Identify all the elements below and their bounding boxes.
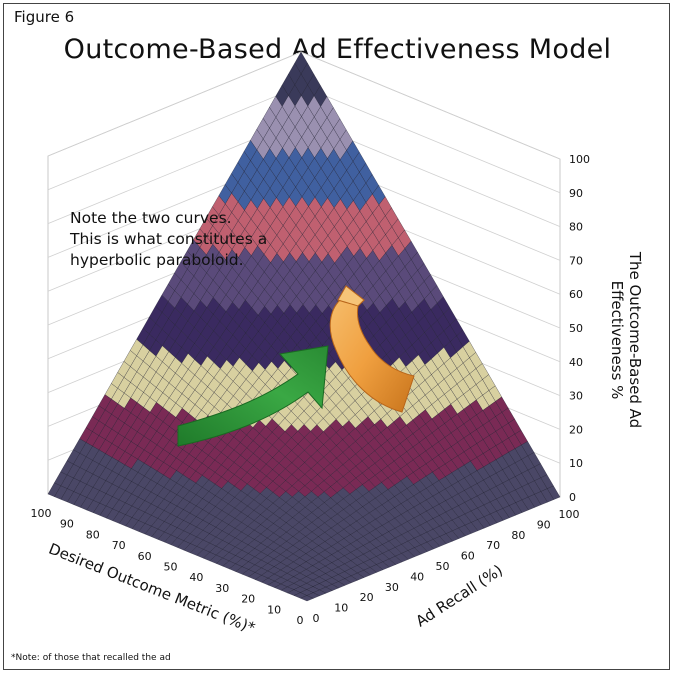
note-line: hyperbolic paraboloid.	[70, 251, 244, 269]
z-tick-label: 0	[569, 491, 576, 504]
y-tick-label: 0	[313, 612, 320, 625]
z-tick-label: 20	[569, 423, 583, 436]
x-tick-label: 100	[31, 507, 52, 520]
green-arrow-icon	[177, 345, 329, 447]
x-tick-label: 30	[215, 582, 229, 595]
x-tick-label: 60	[138, 550, 152, 563]
y-tick-label: 50	[436, 560, 450, 573]
y-axis-ticks: 0 10 20 30 40 50 60 70 80 90 100	[313, 508, 580, 625]
x-tick-label: 40	[189, 571, 203, 584]
curve-arrows	[177, 285, 415, 447]
note-line: Note the two curves.	[70, 209, 232, 227]
y-tick-label: 40	[410, 570, 424, 583]
x-axis-ticks: 0 10 20 30 40 50 60 70 80 90 100	[31, 507, 304, 627]
y-tick-label: 60	[461, 550, 475, 563]
z-tick-label: 50	[569, 322, 583, 335]
y-tick-label: 70	[486, 539, 500, 552]
y-tick-label: 80	[511, 529, 525, 542]
z-tick-label: 80	[569, 221, 583, 234]
z-tick-label: 60	[569, 288, 583, 301]
y-tick-label: 10	[334, 602, 348, 615]
z-tick-label: 100	[569, 153, 590, 166]
figure-frame	[3, 3, 670, 670]
x-tick-label: 90	[60, 518, 74, 531]
y-tick-label: 90	[537, 518, 551, 531]
footnote: *Note: of those that recalled the ad	[11, 653, 171, 663]
figure-label: Figure 6	[14, 8, 75, 26]
x-tick-label: 0	[297, 614, 304, 627]
x-tick-label: 10	[267, 603, 281, 616]
x-tick-label: 80	[86, 528, 100, 541]
z-tick-label: 90	[569, 187, 583, 200]
orange-arrow-icon	[329, 285, 415, 413]
y-axis-title: Ad Recall (%)	[413, 561, 506, 630]
chart-title: Outcome-Based Ad Effectiveness Model	[63, 34, 612, 65]
surface-mesh	[47, 51, 561, 602]
x-tick-label: 20	[241, 593, 255, 606]
z-tick-label: 10	[569, 457, 583, 470]
z-axis-title-line-2: Effectiveness %	[608, 281, 626, 400]
z-tick-label: 30	[569, 390, 583, 403]
surface-cell	[300, 595, 314, 602]
x-tick-label: 50	[164, 561, 178, 574]
y-tick-label: 100	[559, 508, 580, 521]
note-line: This is what constitutes a	[70, 230, 268, 248]
z-tick-label: 40	[569, 356, 583, 369]
y-tick-label: 30	[385, 581, 399, 594]
z-axis-title-line-1: The Outcome-Based Ad	[626, 251, 644, 428]
z-axis-ticks: 0 10 20 30 40 50 60 70 80 90 100	[569, 153, 590, 504]
x-tick-label: 70	[112, 539, 126, 552]
z-axis-title: The Outcome-Based Ad Effectiveness %	[608, 251, 644, 428]
y-tick-label: 20	[360, 591, 374, 604]
annotation-note: Note the two curves. This is what consti…	[70, 208, 267, 271]
z-tick-label: 70	[569, 254, 583, 267]
